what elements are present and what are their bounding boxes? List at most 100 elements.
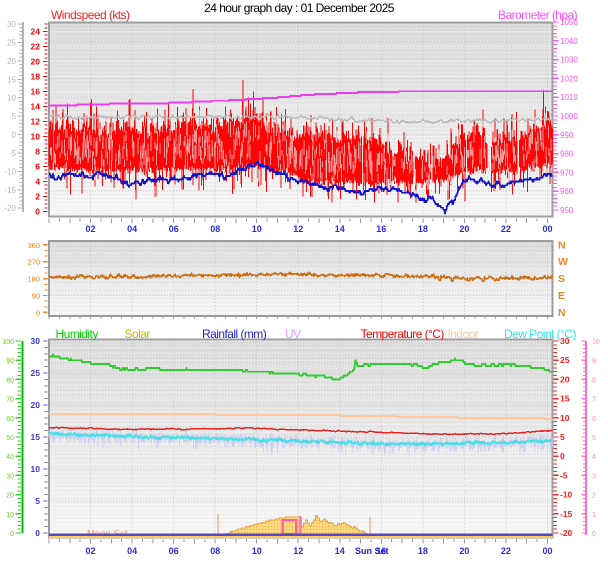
svg-text:16: 16 <box>376 224 386 234</box>
svg-text:20: 20 <box>31 57 41 67</box>
svg-text:0: 0 <box>560 451 565 461</box>
svg-text:270: 270 <box>27 258 40 267</box>
svg-text:80: 80 <box>6 377 14 384</box>
svg-text:15: 15 <box>560 394 570 404</box>
svg-text:18: 18 <box>31 72 41 82</box>
svg-text:10: 10 <box>252 224 262 234</box>
svg-text:N: N <box>558 239 566 251</box>
svg-text:12: 12 <box>293 546 303 556</box>
svg-text:980: 980 <box>560 150 574 159</box>
svg-text:-20: -20 <box>4 204 16 213</box>
svg-text:Humidity: Humidity <box>56 327 99 341</box>
svg-text:0: 0 <box>12 131 17 140</box>
svg-text:20: 20 <box>6 493 14 500</box>
svg-text:30: 30 <box>31 336 41 346</box>
svg-text:10: 10 <box>31 464 41 474</box>
svg-text:950: 950 <box>560 206 574 215</box>
svg-text:10: 10 <box>252 546 262 556</box>
svg-text:9: 9 <box>592 358 596 365</box>
svg-text:2: 2 <box>35 192 40 202</box>
svg-text:16: 16 <box>376 546 386 556</box>
svg-text:02: 02 <box>85 546 95 556</box>
svg-text:10: 10 <box>7 94 16 103</box>
svg-text:4: 4 <box>35 177 40 187</box>
svg-text:N: N <box>558 307 566 319</box>
svg-text:06: 06 <box>169 546 179 556</box>
svg-text:00: 00 <box>542 546 552 556</box>
svg-text:5: 5 <box>560 432 565 442</box>
svg-text:15: 15 <box>7 75 16 84</box>
svg-text:360: 360 <box>27 241 40 250</box>
svg-text:10: 10 <box>31 132 41 142</box>
svg-text:8: 8 <box>35 147 40 157</box>
svg-text:UV: UV <box>285 327 301 341</box>
svg-text:1050: 1050 <box>560 18 578 27</box>
svg-text:08: 08 <box>210 546 220 556</box>
svg-text:Sun Set: Sun Set <box>355 546 389 556</box>
svg-text:Barometer (hpa): Barometer (hpa) <box>498 8 578 22</box>
svg-text:18: 18 <box>418 224 428 234</box>
svg-text:14: 14 <box>31 102 41 112</box>
svg-text:970: 970 <box>560 168 574 177</box>
svg-text:16: 16 <box>31 87 41 97</box>
svg-text:5: 5 <box>35 496 40 506</box>
svg-text:E: E <box>558 290 565 302</box>
svg-text:04: 04 <box>127 546 137 556</box>
svg-text:12: 12 <box>31 117 41 127</box>
svg-text:Indoor: Indoor <box>448 327 479 341</box>
svg-text:30: 30 <box>7 20 16 29</box>
svg-text:60: 60 <box>6 416 14 423</box>
svg-text:10: 10 <box>560 413 570 423</box>
svg-text:22: 22 <box>31 42 41 52</box>
svg-text:22: 22 <box>501 224 511 234</box>
svg-text:20: 20 <box>7 57 16 66</box>
svg-text:2: 2 <box>592 493 596 500</box>
svg-text:-20: -20 <box>560 528 573 538</box>
svg-text:1020: 1020 <box>560 74 578 83</box>
svg-text:5: 5 <box>592 435 596 442</box>
svg-text:S: S <box>558 273 565 285</box>
svg-text:20: 20 <box>459 224 469 234</box>
svg-text:00: 00 <box>542 224 552 234</box>
svg-text:25: 25 <box>7 38 16 47</box>
svg-text:W: W <box>558 256 568 268</box>
svg-text:1030: 1030 <box>560 56 578 65</box>
svg-text:08: 08 <box>210 224 220 234</box>
svg-text:30: 30 <box>6 473 14 480</box>
svg-text:Dew Point (°C): Dew Point (°C) <box>504 327 576 341</box>
svg-text:24 hour graph day : 01 Decembe: 24 hour graph day : 01 December 2025 <box>204 1 395 15</box>
svg-text:50: 50 <box>6 435 14 442</box>
svg-text:Temperature (°C): Temperature (°C) <box>361 327 445 341</box>
svg-text:1010: 1010 <box>560 93 578 102</box>
svg-text:6: 6 <box>35 162 40 172</box>
svg-text:990: 990 <box>560 131 574 140</box>
svg-text:90: 90 <box>6 358 14 365</box>
svg-text:20: 20 <box>31 400 41 410</box>
svg-text:14: 14 <box>335 546 345 556</box>
svg-text:22: 22 <box>501 546 511 556</box>
svg-text:15: 15 <box>31 432 41 442</box>
svg-text:18: 18 <box>418 546 428 556</box>
svg-text:90: 90 <box>32 292 40 301</box>
svg-text:04: 04 <box>127 224 137 234</box>
svg-text:-15: -15 <box>4 186 16 195</box>
svg-text:40: 40 <box>6 454 14 461</box>
svg-text:100: 100 <box>2 339 14 346</box>
svg-text:4: 4 <box>592 454 596 461</box>
svg-text:25: 25 <box>31 368 41 378</box>
svg-text:06: 06 <box>169 224 179 234</box>
svg-text:25: 25 <box>560 355 570 365</box>
svg-text:960: 960 <box>560 187 574 196</box>
svg-text:5: 5 <box>12 112 17 121</box>
svg-text:1040: 1040 <box>560 37 578 46</box>
svg-text:70: 70 <box>6 397 14 404</box>
svg-text:1: 1 <box>592 512 596 519</box>
svg-text:8: 8 <box>592 377 596 384</box>
svg-text:0: 0 <box>36 308 40 317</box>
svg-text:0: 0 <box>35 207 40 217</box>
svg-text:02: 02 <box>85 224 95 234</box>
svg-text:-10: -10 <box>4 167 16 176</box>
svg-text:12: 12 <box>293 224 303 234</box>
svg-text:Windspeed (kts): Windspeed (kts) <box>51 8 130 22</box>
svg-text:-5: -5 <box>560 470 568 480</box>
